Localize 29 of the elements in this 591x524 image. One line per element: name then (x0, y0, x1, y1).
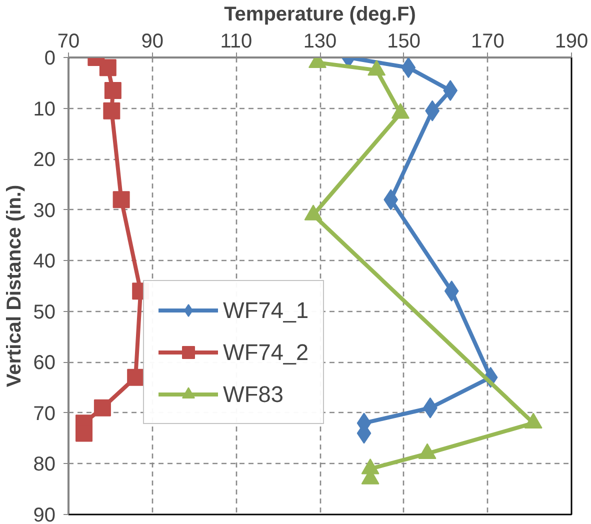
y-tick-label: 30 (33, 200, 56, 222)
y-tick-label: 40 (33, 250, 56, 273)
y-axis-title: Vertical Distance (in.) (3, 184, 26, 388)
point (112, 191, 130, 208)
y-tick-label: 80 (33, 454, 56, 476)
x-tick-label: 190 (554, 30, 588, 52)
point (99, 59, 116, 76)
point (94, 399, 111, 416)
y-tick-label: 50 (33, 301, 56, 324)
x-tick-label: 130 (303, 30, 337, 52)
y-tick-label: 90 (33, 504, 56, 524)
x-tick-label: 170 (470, 30, 504, 52)
point (127, 368, 144, 386)
x-tick-label: 70 (57, 30, 80, 52)
y-tick-label: 20 (33, 149, 56, 172)
legend-label: WF83 (223, 380, 284, 408)
point (401, 58, 416, 78)
point (103, 102, 120, 120)
point (104, 82, 122, 100)
y-tick-label: 60 (33, 352, 56, 374)
y-tick-label: 10 (33, 98, 56, 120)
legend-label: WF74_2 (223, 338, 309, 366)
y-tick-label: 0 (44, 48, 56, 70)
x-tick-label: 90 (141, 30, 164, 52)
x-tick-label: 150 (387, 30, 421, 52)
x-tick-label: 110 (220, 30, 252, 52)
y-tick-label: 70 (33, 402, 56, 425)
x-axis-title: Temperature (deg.F) (224, 4, 416, 26)
legend-label: WF74_1 (223, 296, 309, 324)
